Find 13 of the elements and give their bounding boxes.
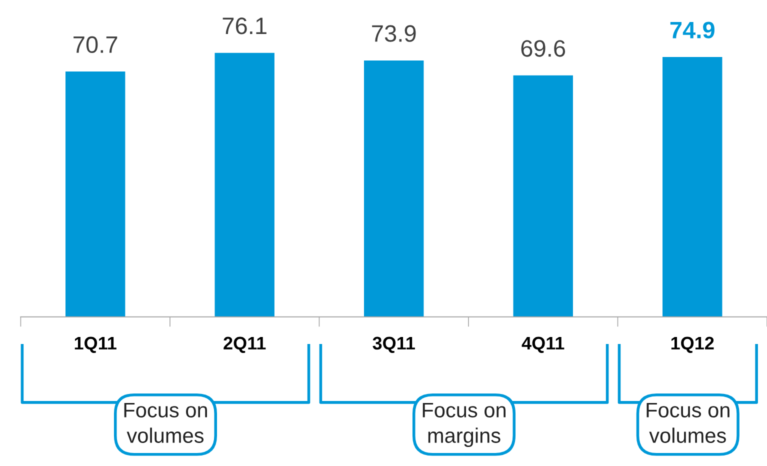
data-label: 74.9: [670, 22, 714, 38]
data-label: 70.7: [74, 36, 118, 53]
data-label: 69.6: [521, 40, 566, 57]
x-tick-label: 1Q11: [74, 336, 116, 353]
data-label: 76.1: [222, 18, 266, 34]
x-tick-label: 4Q11: [522, 336, 564, 353]
text: Focus on margins: [422, 402, 506, 448]
text: Focus on volumes: [646, 402, 730, 443]
x-tick-label: 1Q12: [671, 336, 714, 353]
x-tick-label: 2Q11: [224, 336, 266, 353]
data-label: 73.9: [372, 25, 416, 42]
text: Focus on volumes: [124, 402, 207, 443]
x-tick-label: 3Q11: [372, 336, 415, 353]
